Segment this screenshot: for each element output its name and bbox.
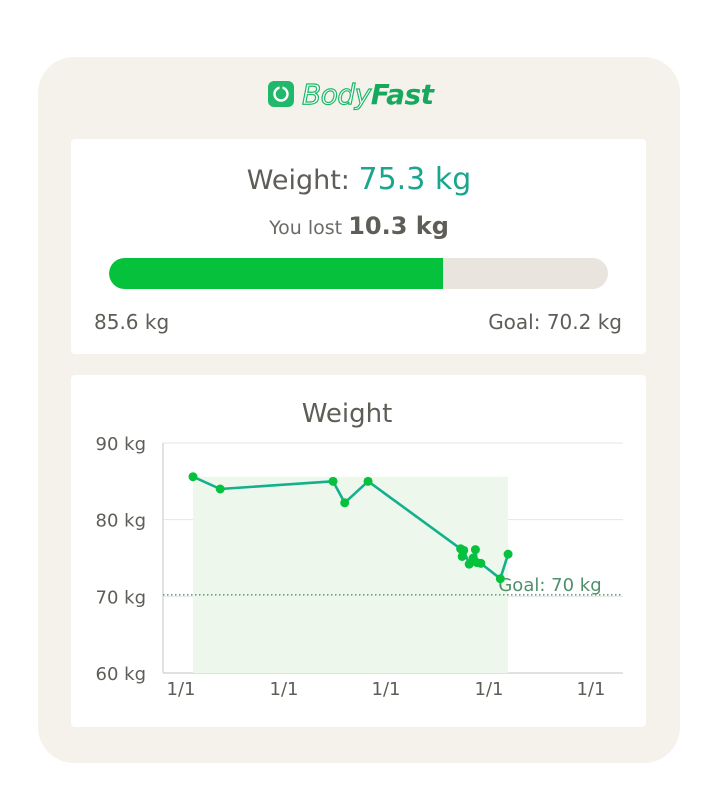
goal-weight-label: Goal: 70.2 kg: [488, 310, 622, 334]
data-point: [470, 545, 480, 555]
weight-progress-bar: [109, 258, 608, 289]
x-tick-label: 1/1: [577, 679, 606, 700]
y-tick-label: 80 kg: [96, 511, 146, 532]
brand-name-part1: Body: [301, 77, 371, 111]
chart-title: Weight: [302, 399, 393, 429]
data-point: [188, 472, 198, 482]
weight-value: 75.3 kg: [358, 162, 472, 197]
data-point: [459, 545, 469, 555]
lost-value: 10.3 kg: [348, 212, 449, 240]
x-tick-label: 1/1: [475, 679, 504, 700]
brand-wordmark: BodyFast: [301, 77, 434, 111]
x-tick-label: 1/1: [270, 679, 299, 700]
data-point: [503, 549, 513, 559]
x-tick-label: 1/1: [167, 679, 196, 700]
weight-progress-fill: [109, 258, 444, 289]
brand-logo: BodyFast: [268, 76, 434, 112]
start-weight-label: 85.6 kg: [94, 310, 170, 334]
data-point: [328, 476, 338, 486]
x-tick-label: 1/1: [372, 679, 401, 700]
current-weight: Weight: 75.3 kg: [0, 162, 718, 197]
y-tick-label: 70 kg: [96, 587, 146, 608]
y-tick-label: 90 kg: [96, 434, 146, 455]
brand-name-part2: Fast: [370, 77, 434, 111]
weight-label: Weight:: [246, 165, 350, 196]
data-point: [495, 574, 505, 584]
y-tick-label: 60 kg: [96, 664, 146, 685]
goal-line-label: Goal: 70 kg: [498, 575, 601, 596]
weight-lost: You lost 10.3 kg: [0, 212, 718, 240]
data-point: [476, 558, 486, 568]
app-logo-icon: [268, 81, 294, 107]
data-point: [215, 484, 225, 494]
weight-summary-card: [71, 139, 646, 354]
series-area: [193, 476, 509, 673]
data-point: [363, 476, 373, 486]
lost-label: You lost: [269, 217, 343, 239]
data-point: [340, 498, 350, 508]
